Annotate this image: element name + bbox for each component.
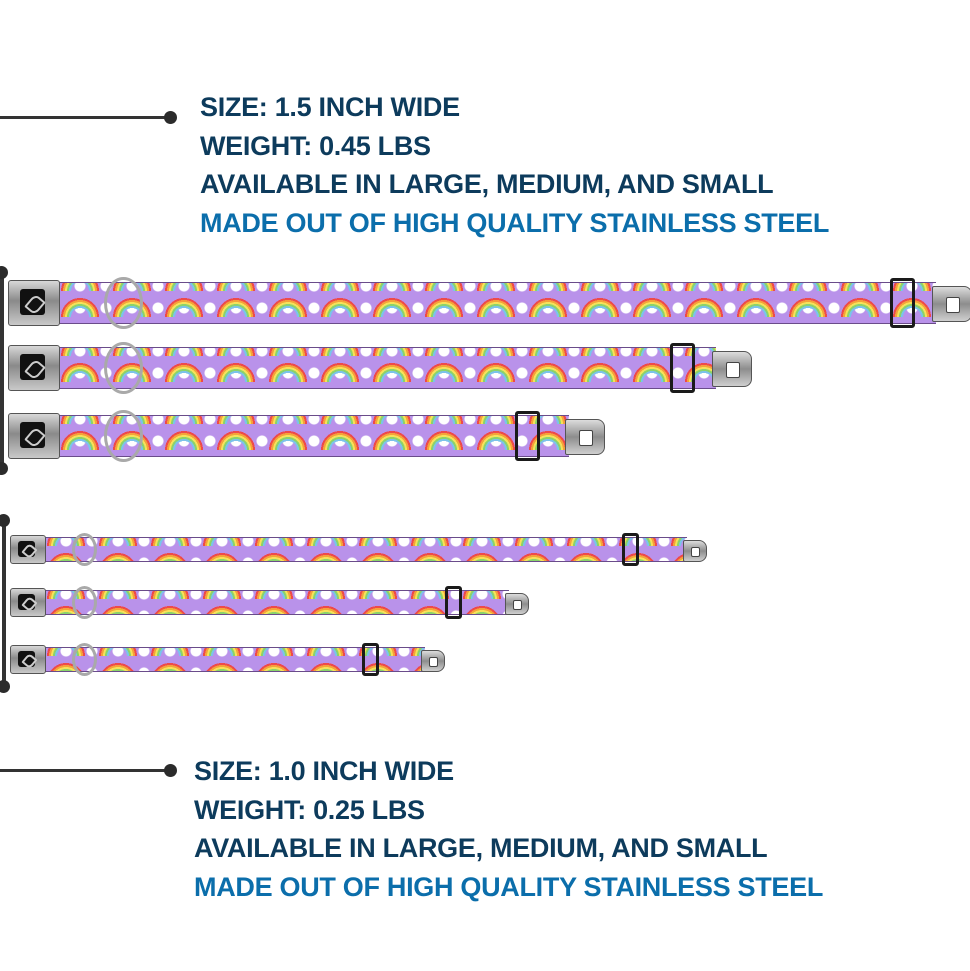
- strap: [54, 282, 937, 324]
- d-ring: [104, 409, 143, 463]
- strap-slider: [362, 643, 380, 676]
- strap-slider: [515, 411, 540, 461]
- top-pointer-dot: [164, 111, 177, 124]
- collar-medium-1.5in: [8, 341, 752, 395]
- buckle-tongue: [932, 286, 970, 322]
- bracket-dot: [0, 462, 8, 475]
- strap: [40, 537, 687, 562]
- buckle-tongue: [682, 539, 707, 562]
- seatbelt-buckle: [10, 588, 46, 617]
- bracket-dot: [0, 266, 8, 279]
- bracket-dot: [0, 680, 10, 693]
- strap-slider: [622, 533, 640, 566]
- bone-logo-icon: [20, 289, 45, 316]
- buckle-tongue: [712, 351, 752, 387]
- d-ring: [104, 341, 143, 395]
- weight-text: WEIGHT: 0.45 LBS: [200, 130, 431, 161]
- weight-text: WEIGHT: 0.25 LBS: [194, 794, 425, 825]
- availability-text: AVAILABLE IN LARGE, MEDIUM, AND SMALL: [200, 169, 774, 199]
- size-text: SIZE: 1.0 INCH WIDE: [194, 756, 454, 786]
- collar-medium-1.0in: [10, 585, 529, 620]
- collar-large-1.5in: [8, 276, 970, 330]
- material-text: MADE OUT OF HIGH QUALITY STAINLESS STEEL: [200, 207, 830, 238]
- buckle-tongue: [504, 592, 529, 615]
- d-ring: [71, 585, 97, 620]
- buckle-tongue: [420, 649, 445, 672]
- bone-logo-icon: [20, 422, 45, 449]
- strap: [40, 647, 425, 672]
- bracket-dot: [0, 514, 10, 527]
- d-ring: [71, 532, 97, 567]
- small-group-bracket: [2, 520, 6, 685]
- bone-logo-icon: [18, 594, 36, 610]
- size-text: SIZE: 1.5 INCH WIDE: [200, 92, 460, 122]
- bone-logo-icon: [18, 541, 36, 557]
- strap: [40, 590, 509, 615]
- d-ring: [104, 276, 143, 330]
- material-text: MADE OUT OF HIGH QUALITY STAINLESS STEEL: [194, 871, 824, 902]
- seatbelt-buckle: [8, 345, 60, 391]
- bone-logo-icon: [18, 651, 36, 667]
- strap-slider: [890, 278, 915, 328]
- seatbelt-buckle: [10, 535, 46, 564]
- large-group-bracket: [0, 272, 4, 468]
- strap-slider: [670, 343, 695, 393]
- top-specs: SIZE: 1.5 INCH WIDE WEIGHT: 0.45 LBS AVA…: [200, 88, 829, 242]
- seatbelt-buckle: [8, 280, 60, 326]
- seatbelt-buckle: [10, 645, 46, 674]
- top-pointer-line: [0, 116, 168, 119]
- availability-text: AVAILABLE IN LARGE, MEDIUM, AND SMALL: [194, 833, 768, 863]
- d-ring: [71, 642, 97, 677]
- bone-logo-icon: [20, 354, 45, 381]
- collar-small-1.0in: [10, 642, 445, 677]
- bottom-pointer-dot: [164, 764, 177, 777]
- bottom-pointer-line: [0, 769, 168, 772]
- collar-small-1.5in: [8, 409, 605, 463]
- strap: [54, 347, 717, 389]
- seatbelt-buckle: [8, 413, 60, 459]
- bottom-specs: SIZE: 1.0 INCH WIDE WEIGHT: 0.25 LBS AVA…: [194, 752, 823, 906]
- collar-large-1.0in: [10, 532, 707, 567]
- strap-slider: [445, 586, 463, 619]
- buckle-tongue: [565, 419, 605, 455]
